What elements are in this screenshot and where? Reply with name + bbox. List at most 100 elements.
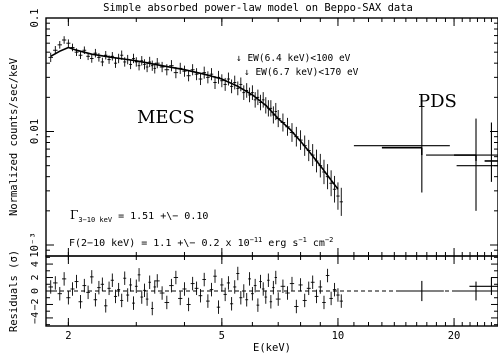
- mecs-data-point: [89, 54, 94, 63]
- mecs-data-point: [274, 102, 278, 121]
- top-y-axis-label: Normalized counts/sec/keV: [8, 57, 20, 216]
- residual-point: [223, 287, 227, 302]
- mecs-data-point: [48, 52, 54, 63]
- residual-point: [329, 291, 333, 306]
- mecs-data-point: [78, 51, 83, 60]
- mecs-data-point: [143, 59, 146, 70]
- residual-point: [164, 295, 170, 310]
- x-tick-label: 5: [219, 330, 225, 342]
- residual-point: [259, 274, 262, 289]
- residuals-panel: Residuals (σ) 4 2 0 −2 −4: [8, 250, 498, 332]
- residual-point: [126, 288, 130, 302]
- residual-point: [339, 294, 343, 308]
- top-y-ticks: 0.1 0.01 10⁻³: [29, 9, 498, 258]
- mecs-data-point: [150, 60, 154, 71]
- residual-point: [267, 273, 270, 287]
- mecs-data-point: [213, 76, 217, 89]
- mecs-data-point: [100, 57, 105, 67]
- residual-point: [178, 291, 183, 306]
- mecs-data-point: [134, 57, 138, 67]
- residual-point: [285, 286, 290, 300]
- residual-point: [140, 290, 144, 304]
- residual-point: [269, 295, 273, 309]
- y-tick-label: 0.01: [29, 119, 41, 144]
- residual-point: [325, 268, 330, 283]
- residual-point: [209, 282, 214, 297]
- mecs-data-point: [230, 79, 234, 94]
- residual-point: [256, 298, 260, 312]
- residual-tick-label: 4: [30, 261, 41, 267]
- mecs-data-point: [336, 182, 340, 210]
- mecs-data-point: [190, 64, 195, 76]
- residual-point: [213, 269, 217, 283]
- residual-point: [230, 297, 234, 311]
- mecs-data-point: [132, 53, 135, 64]
- residual-point: [239, 291, 243, 305]
- residual-point: [78, 295, 83, 309]
- residual-point: [216, 300, 221, 314]
- residual-tick-label: −4: [30, 312, 41, 324]
- residual-point: [82, 278, 87, 293]
- residual-point: [233, 280, 237, 294]
- residual-point: [169, 278, 174, 293]
- pds-residual-point: [454, 281, 498, 301]
- x-tick-label: 2: [65, 330, 71, 342]
- mecs-data-point: [253, 92, 257, 108]
- residual-point: [220, 278, 224, 292]
- mecs-data-point: [332, 175, 337, 203]
- mecs-data-point: [269, 100, 273, 117]
- mecs-data-point: [140, 56, 144, 66]
- ew-annotation-6-4: ↓ EW(6.4 keV)<100 eV: [236, 53, 351, 64]
- mecs-data-point: [339, 187, 343, 216]
- residual-tick-label: −2: [30, 298, 41, 310]
- mecs-data-point: [154, 58, 160, 69]
- residual-points: [48, 266, 343, 316]
- residual-point: [245, 293, 249, 307]
- residual-point: [186, 297, 191, 312]
- residual-point: [86, 285, 90, 300]
- flux-exponent: −11: [250, 236, 263, 244]
- residual-point: [173, 270, 179, 285]
- mecs-data-point: [236, 81, 240, 96]
- residual-point: [104, 299, 108, 313]
- gamma-subscript: 3−10 keV: [78, 216, 113, 224]
- y-tick-label: 10⁻³: [29, 232, 41, 257]
- residual-point: [314, 289, 319, 304]
- residual-point: [150, 301, 154, 316]
- residual-point: [154, 274, 160, 288]
- mecs-data-point: [206, 71, 210, 84]
- residual-point: [113, 289, 118, 304]
- residual-point: [226, 276, 231, 290]
- mecs-data-point: [110, 52, 114, 61]
- mecs-data-point: [202, 66, 207, 79]
- flux-unit-cm: cm: [307, 238, 325, 249]
- residual-point: [89, 270, 94, 284]
- residual-point: [153, 280, 157, 294]
- mecs-data-point: [113, 58, 118, 68]
- residual-point: [190, 276, 195, 291]
- x-axis-label: E(keV): [253, 342, 291, 354]
- residual-point: [137, 268, 141, 282]
- mecs-data-point: [194, 68, 199, 81]
- residual-point: [134, 279, 138, 294]
- residual-point: [107, 281, 111, 296]
- mecs-data-point: [66, 39, 71, 47]
- residual-point: [272, 280, 275, 295]
- residual-point: [110, 273, 114, 287]
- mecs-data-point: [57, 41, 62, 49]
- mecs-data-point: [261, 92, 265, 108]
- residual-point: [132, 296, 135, 310]
- mecs-data-point: [242, 85, 246, 100]
- residual-point: [261, 282, 265, 296]
- residual-point: [298, 278, 303, 292]
- residual-point: [70, 282, 75, 296]
- flux-unit-exponent-s: −1: [298, 236, 306, 244]
- mecs-data-point: [182, 65, 187, 77]
- residual-point: [74, 274, 79, 289]
- residual-point: [318, 280, 323, 294]
- residual-point: [57, 286, 62, 301]
- mecs-data-point: [186, 70, 191, 82]
- residual-point: [194, 281, 199, 296]
- residual-point: [306, 281, 311, 296]
- flux-main: F(2−10 keV) = 1.1 +\− 0.2 x 10: [69, 238, 250, 249]
